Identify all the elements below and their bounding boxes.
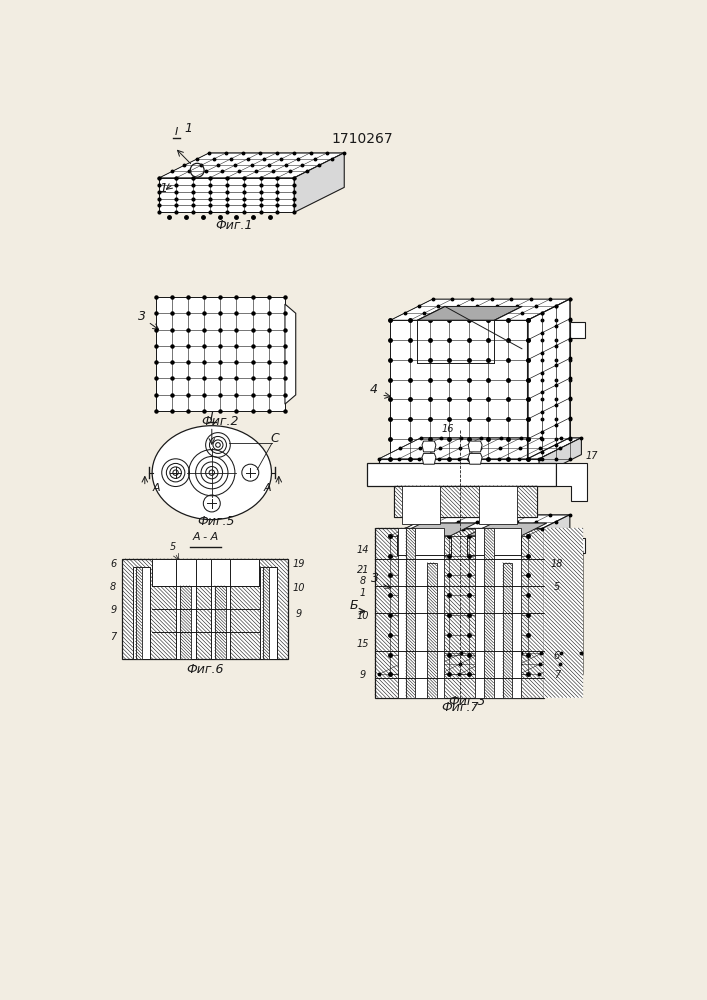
Polygon shape [417,306,522,320]
Text: Фиг.7: Фиг.7 [441,701,479,714]
Polygon shape [556,463,587,501]
Polygon shape [503,563,512,698]
Polygon shape [211,559,230,659]
Text: C: C [271,432,279,445]
Polygon shape [375,528,544,698]
Text: 18: 18 [551,559,563,569]
Polygon shape [379,459,539,476]
Text: A: A [264,483,271,493]
Polygon shape [262,567,269,659]
Polygon shape [539,653,581,691]
Polygon shape [368,463,556,486]
Polygon shape [379,438,581,459]
Text: 5: 5 [554,582,560,592]
Text: Фиг.1: Фиг.1 [216,219,253,232]
Text: 4: 4 [370,383,378,396]
Text: 6: 6 [554,651,560,661]
Polygon shape [398,528,444,698]
Text: Фиг.5: Фиг.5 [197,515,235,528]
Text: I: I [175,127,178,137]
Polygon shape [160,153,344,178]
Polygon shape [397,523,476,536]
Text: 10: 10 [293,583,305,593]
Text: 17: 17 [586,451,598,461]
Polygon shape [428,563,437,698]
Polygon shape [544,528,583,698]
Polygon shape [136,567,141,659]
Text: I: I [210,410,214,423]
Polygon shape [479,486,518,524]
Text: 14: 14 [356,545,369,555]
Text: 8: 8 [110,582,117,592]
Polygon shape [180,586,191,659]
Text: 5: 5 [170,542,175,552]
Polygon shape [570,538,585,553]
Polygon shape [484,528,493,698]
Polygon shape [390,320,527,459]
Polygon shape [390,515,570,536]
Polygon shape [395,486,537,517]
Text: 21: 21 [356,565,369,575]
Text: 9: 9 [110,605,117,615]
Polygon shape [402,486,440,524]
Text: 9: 9 [360,670,366,680]
Text: 7: 7 [110,632,117,642]
Text: 9: 9 [296,609,302,619]
Polygon shape [395,486,537,517]
Text: 1710267: 1710267 [331,132,393,146]
Polygon shape [422,441,436,452]
Polygon shape [422,453,436,464]
Polygon shape [260,567,277,659]
Polygon shape [527,299,570,459]
Polygon shape [160,178,294,212]
Text: Б: Б [349,599,358,612]
Polygon shape [379,674,539,691]
Text: 8: 8 [360,576,366,586]
Polygon shape [406,528,415,698]
Polygon shape [539,438,581,476]
Polygon shape [468,441,482,452]
Polygon shape [215,586,226,659]
Polygon shape [379,653,581,674]
Polygon shape [390,536,527,674]
Polygon shape [122,559,288,659]
Text: Фиг.4: Фиг.4 [448,480,486,493]
Polygon shape [390,299,570,320]
Polygon shape [156,297,285,411]
Text: A: A [153,483,160,493]
Text: 1: 1 [185,122,193,135]
Text: 19: 19 [293,559,305,569]
Polygon shape [176,559,196,659]
Polygon shape [152,559,259,586]
Polygon shape [285,304,296,404]
Text: 3: 3 [138,310,146,323]
Ellipse shape [152,426,271,520]
Text: 3: 3 [371,572,379,585]
Polygon shape [468,453,482,464]
Text: 1: 1 [159,182,167,195]
Text: 6: 6 [110,559,117,569]
Text: 7: 7 [554,670,560,680]
Text: 1: 1 [360,588,366,598]
Polygon shape [133,567,150,659]
Text: Фиг.6: Фиг.6 [187,663,224,676]
Polygon shape [467,523,547,536]
Text: Фиг.3: Фиг.3 [448,695,486,708]
Polygon shape [544,528,583,698]
Polygon shape [570,322,585,338]
Text: Фиг.2: Фиг.2 [201,415,239,428]
Text: A - A: A - A [192,532,218,542]
Text: 10: 10 [356,611,369,621]
Polygon shape [294,153,344,212]
Polygon shape [527,320,570,459]
Text: 16: 16 [442,424,455,434]
Polygon shape [475,528,521,698]
Text: 15: 15 [356,639,369,649]
Polygon shape [527,515,570,674]
